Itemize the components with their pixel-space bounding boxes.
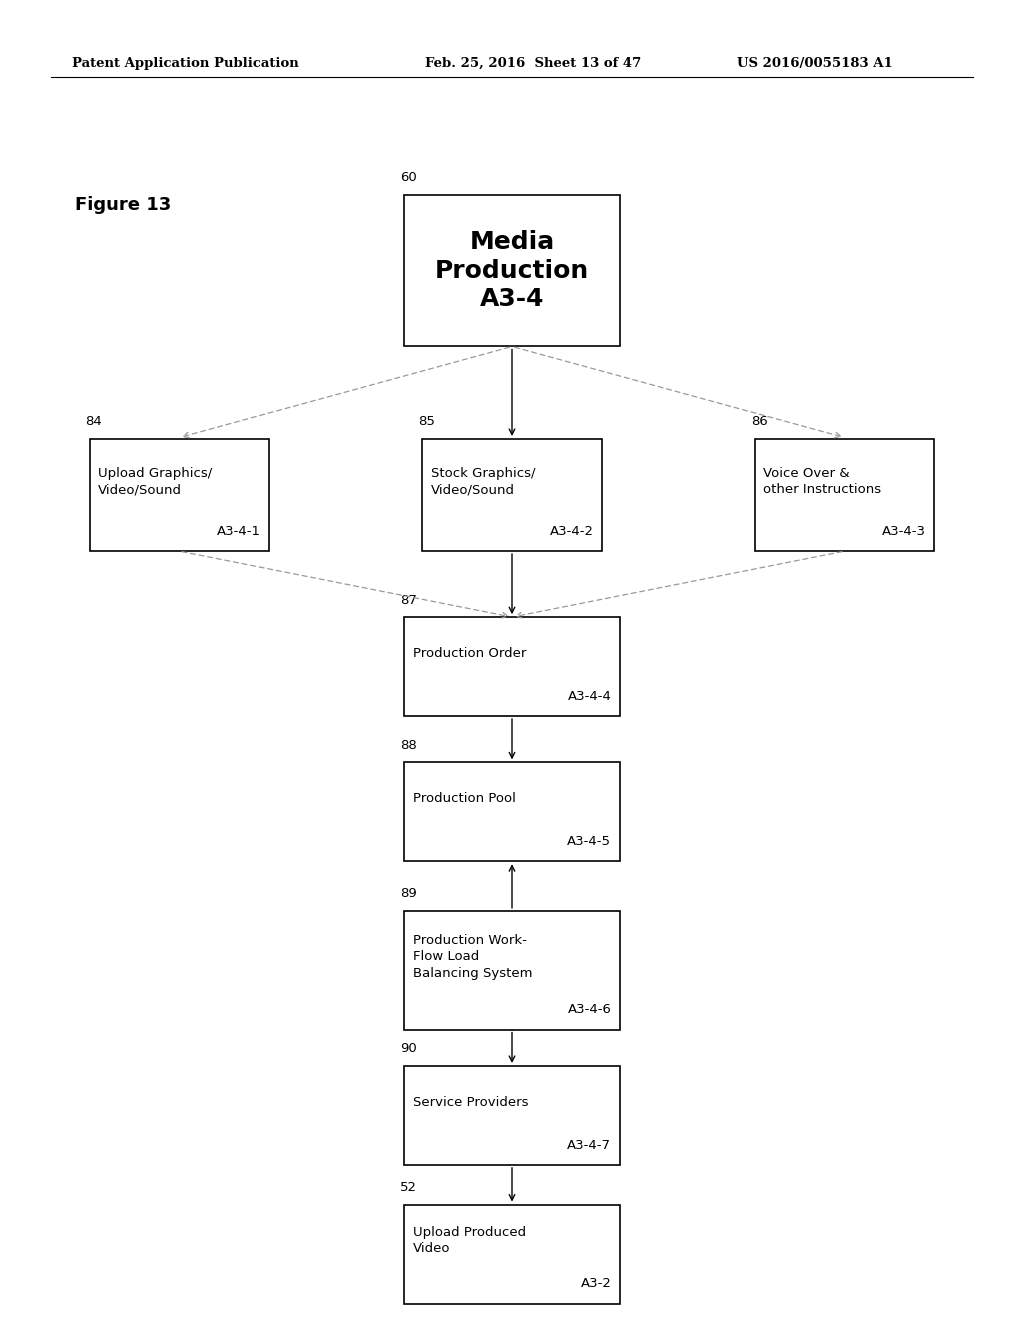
Text: A3-4-2: A3-4-2 — [550, 525, 594, 539]
Text: Voice Over &
other Instructions: Voice Over & other Instructions — [763, 467, 882, 496]
Text: A3-2: A3-2 — [581, 1278, 611, 1291]
Bar — [755, 438, 934, 552]
Text: A3-4-4: A3-4-4 — [567, 690, 611, 702]
Text: Upload Produced
Video: Upload Produced Video — [413, 1226, 525, 1255]
Bar — [422, 438, 601, 552]
Bar — [404, 762, 620, 861]
Bar — [404, 194, 620, 346]
Text: Production Pool: Production Pool — [413, 792, 515, 805]
Text: 60: 60 — [400, 172, 417, 183]
Text: Stock Graphics/
Video/Sound: Stock Graphics/ Video/Sound — [430, 467, 536, 496]
Text: Patent Application Publication: Patent Application Publication — [72, 57, 298, 70]
Text: 84: 84 — [85, 416, 102, 428]
Text: Service Providers: Service Providers — [413, 1096, 528, 1109]
Text: 90: 90 — [400, 1043, 417, 1056]
Text: Figure 13: Figure 13 — [75, 195, 171, 214]
Text: Production Work-
Flow Load
Balancing System: Production Work- Flow Load Balancing Sys… — [413, 935, 532, 979]
Bar — [404, 618, 620, 715]
Text: A3-4-5: A3-4-5 — [567, 836, 611, 847]
Text: 88: 88 — [400, 739, 417, 752]
Text: 89: 89 — [400, 887, 417, 900]
Text: A3-4-1: A3-4-1 — [217, 525, 260, 539]
Text: A3-4-6: A3-4-6 — [567, 1003, 611, 1016]
Text: A3-4-7: A3-4-7 — [567, 1139, 611, 1151]
Bar — [404, 1204, 620, 1304]
Text: Upload Graphics/
Video/Sound: Upload Graphics/ Video/Sound — [98, 467, 212, 496]
Bar — [404, 911, 620, 1030]
Text: 85: 85 — [418, 416, 435, 428]
Text: 87: 87 — [400, 594, 417, 607]
Text: A3-4-3: A3-4-3 — [883, 525, 926, 539]
Text: Media
Production
A3-4: Media Production A3-4 — [435, 230, 589, 312]
Text: US 2016/0055183 A1: US 2016/0055183 A1 — [737, 57, 893, 70]
Text: 52: 52 — [400, 1181, 418, 1193]
Text: Feb. 25, 2016  Sheet 13 of 47: Feb. 25, 2016 Sheet 13 of 47 — [425, 57, 641, 70]
Bar — [404, 1067, 620, 1166]
Bar — [90, 438, 268, 552]
Text: Production Order: Production Order — [413, 647, 526, 660]
Text: 86: 86 — [751, 416, 768, 428]
